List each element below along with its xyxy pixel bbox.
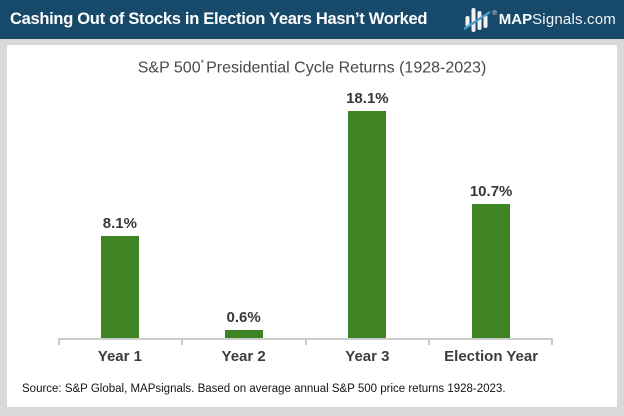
source-note: Source: S&P Global, MAPsignals. Based on… xyxy=(22,383,506,395)
mapsignals-logo: ® MAP Signals.com xyxy=(464,6,616,34)
chart-title-pre: S&P 500 xyxy=(137,59,201,77)
candlestick-chart-icon xyxy=(464,7,491,32)
bar xyxy=(348,111,387,338)
axis-tick xyxy=(180,340,183,345)
x-axis-label: Year 1 xyxy=(97,348,142,365)
brand-name-rest: Signals.com xyxy=(532,11,616,28)
bar-value-label: 10.7% xyxy=(469,183,513,200)
x-axis-label: Year 3 xyxy=(345,348,390,365)
chart-panel: S&P 500* Presidential Cycle Returns (1928… xyxy=(7,45,617,407)
bar-value-label: 8.1% xyxy=(102,215,137,232)
bar xyxy=(472,204,511,338)
axis-tick xyxy=(551,340,553,345)
x-axis-label: Election Year xyxy=(444,348,539,365)
registered-trademark-symbol: ® xyxy=(492,10,497,17)
bar-value-label: 0.6% xyxy=(226,309,261,326)
bar-column: 10.7% xyxy=(429,183,553,338)
bar-column: 0.6% xyxy=(182,309,306,338)
chart-title-asterisk: * xyxy=(200,58,205,68)
bar xyxy=(100,236,139,338)
chart-title-post: Presidential Cycle Returns (1928-2023) xyxy=(206,59,487,77)
chart-title: S&P 500* Presidential Cycle Returns (1928… xyxy=(7,58,617,77)
bar-column: 8.1% xyxy=(58,215,182,338)
bar-column: 18.1% xyxy=(306,90,430,338)
header-bar: Cashing Out of Stocks in Election Years … xyxy=(0,0,624,39)
bar-value-label: 18.1% xyxy=(346,90,389,107)
plot-area: 8.1% 0.6% 18.1% 10.7% xyxy=(58,78,553,338)
brand-name-bold: MAP xyxy=(498,11,533,28)
x-axis-label: Year 2 xyxy=(221,348,266,365)
axis-tick xyxy=(304,340,307,345)
axis-tick xyxy=(58,340,60,345)
x-axis-labels: Year 1 Year 2 Year 3 Election Year xyxy=(58,348,553,365)
axis-tick xyxy=(428,340,431,345)
page-title: Cashing Out of Stocks in Election Years … xyxy=(10,10,428,28)
x-axis-line xyxy=(58,338,553,345)
bar xyxy=(224,330,263,338)
